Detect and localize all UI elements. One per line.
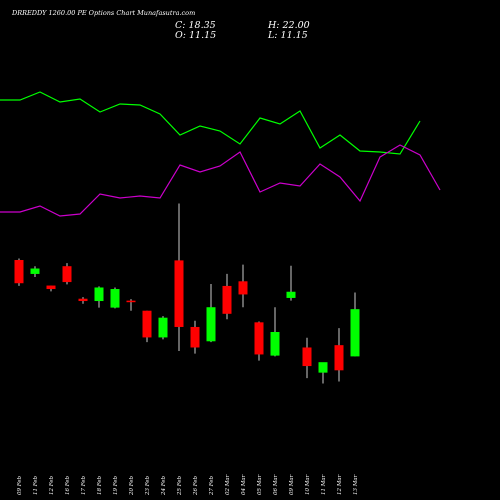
close-value: C: 18.35 bbox=[175, 20, 216, 31]
candle-body bbox=[254, 322, 264, 355]
x-tick-label: 12 Feb bbox=[49, 475, 55, 495]
x-tick-label: 13 Mar bbox=[353, 474, 359, 495]
x-tick-label: 10 Mar bbox=[305, 474, 311, 495]
candle-body bbox=[46, 285, 56, 290]
x-tick-label: 09 Mar bbox=[289, 474, 295, 495]
x-tick-label: 11 Mar bbox=[321, 474, 327, 495]
candle-body bbox=[334, 345, 344, 371]
candle-body bbox=[222, 285, 232, 314]
candle-body bbox=[318, 362, 328, 373]
x-tick-label: 18 Feb bbox=[97, 475, 103, 495]
x-tick-label: 04 Mar bbox=[241, 474, 247, 495]
x-tick-label: 19 Feb bbox=[113, 475, 119, 495]
x-tick-label: 23 Feb bbox=[145, 475, 151, 496]
candle-body bbox=[270, 332, 280, 356]
candle-body bbox=[142, 310, 152, 338]
candle-body bbox=[206, 307, 216, 342]
x-tick-label: 24 Feb bbox=[161, 475, 167, 496]
candle-body bbox=[158, 317, 168, 338]
x-tick-label: 25 Feb bbox=[177, 475, 183, 496]
candle-body bbox=[350, 309, 360, 357]
candle-body bbox=[94, 287, 104, 302]
x-tick-label: 05 Mar bbox=[257, 474, 263, 495]
x-tick-label: 06 Mar bbox=[273, 474, 279, 495]
x-tick-label: 26 Feb bbox=[193, 475, 199, 496]
candle-body bbox=[14, 260, 24, 284]
green-indicator-line bbox=[0, 91, 421, 155]
candle-body bbox=[238, 281, 248, 295]
candle-body bbox=[174, 260, 184, 327]
candle-body bbox=[302, 347, 312, 367]
x-tick-label: 09 Feb bbox=[17, 475, 23, 495]
candle-body bbox=[286, 291, 296, 298]
x-tick-label: 17 Feb bbox=[81, 475, 87, 495]
candle-body bbox=[30, 268, 40, 274]
open-value: O: 11.15 bbox=[175, 30, 217, 41]
candle-body bbox=[190, 326, 200, 348]
candle-body bbox=[110, 289, 120, 308]
magenta-indicator-line bbox=[0, 144, 441, 217]
x-tick-label: 27 Feb bbox=[209, 475, 215, 496]
x-tick-label: 20 Feb bbox=[129, 475, 135, 496]
x-tick-label: 11 Feb bbox=[33, 475, 39, 495]
candle-body bbox=[126, 300, 136, 303]
x-tick-label: 12 Mar bbox=[337, 474, 343, 495]
chart-title: DRREDDY 1260.00 PE Options Chart Munafas… bbox=[12, 9, 196, 17]
low-value: L: 11.15 bbox=[268, 30, 308, 41]
high-value: H: 22.00 bbox=[268, 20, 310, 31]
candle-body bbox=[62, 266, 72, 283]
x-tick-label: 16 Feb bbox=[65, 475, 71, 495]
x-tick-label: 02 Mar bbox=[225, 474, 231, 495]
candle-body bbox=[78, 298, 88, 302]
